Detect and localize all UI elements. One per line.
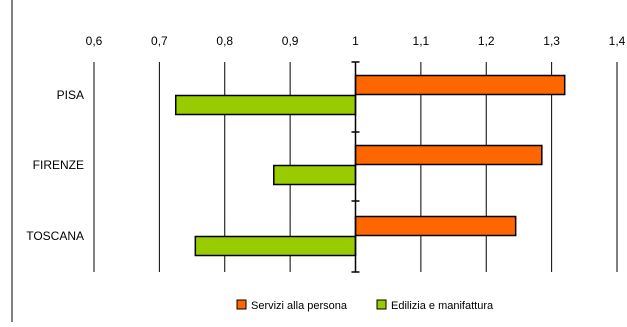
x-tick-label: 0,8 bbox=[216, 34, 233, 48]
legend-label: Edilizia e manifattura bbox=[391, 300, 494, 312]
bar-edilizia-e-manifattura-toscana bbox=[194, 235, 357, 257]
legend-swatch bbox=[236, 299, 247, 310]
x-tick-label: 1,3 bbox=[543, 34, 560, 48]
legend-label: Servizi alla persona bbox=[251, 300, 348, 312]
baseline-axis bbox=[351, 61, 360, 273]
bar-servizi-alla-persona-firenze bbox=[354, 144, 543, 166]
x-tick-label: 0,9 bbox=[282, 34, 299, 48]
x-axis-ticks: 0,6 0,7 0,8 0,9 1 1,1 1,2 1,3 1,4 bbox=[86, 34, 626, 48]
bar-edilizia-e-manifattura-firenze bbox=[273, 164, 357, 186]
x-tick-label: 1,1 bbox=[413, 34, 430, 48]
bars bbox=[174, 74, 566, 257]
category-label: FIRENZE bbox=[33, 158, 84, 172]
category-label: TOSCANA bbox=[26, 229, 84, 243]
x-tick-label: 0,7 bbox=[151, 34, 168, 48]
legend-swatch bbox=[376, 299, 387, 310]
x-tick-label: 1,2 bbox=[478, 34, 495, 48]
x-tick-label: 0,6 bbox=[86, 34, 103, 48]
category-labels: PISA FIRENZE TOSCANA bbox=[26, 88, 84, 243]
bar-edilizia-e-manifattura-pisa bbox=[174, 94, 357, 116]
x-tick-label: 1,4 bbox=[609, 34, 626, 48]
category-label: PISA bbox=[57, 88, 84, 102]
bar-servizi-alla-persona-pisa bbox=[354, 74, 566, 96]
legend: Servizi alla persona Edilizia e manifattu… bbox=[236, 299, 494, 312]
bar-servizi-alla-persona-toscana bbox=[354, 215, 517, 237]
x-tick-label: 1 bbox=[352, 34, 359, 48]
